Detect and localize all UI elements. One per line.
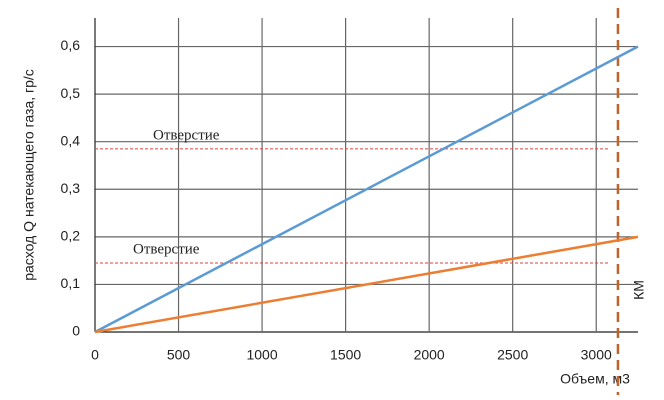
y-tick-label: 0 xyxy=(72,323,80,339)
y-tick-label: 0,2 xyxy=(61,228,81,244)
x-tick-label: 1500 xyxy=(330,347,361,363)
y-tick-label: 0,4 xyxy=(61,132,81,148)
x-axis-label: Объем, м3 xyxy=(560,371,630,387)
x-tick-label: 2000 xyxy=(414,347,445,363)
y-axis-label: расход Q натекающего газа, гр/с xyxy=(21,69,37,281)
x-tick-label: 1000 xyxy=(246,347,277,363)
x-tick-label: 0 xyxy=(91,347,99,363)
x-tick-label: 3000 xyxy=(581,347,612,363)
y-tick-label: 0,3 xyxy=(61,180,81,196)
reference-label: Отверстие xyxy=(153,127,220,143)
y-tick-label: 0,5 xyxy=(61,85,81,101)
data-line xyxy=(94,45,639,334)
reference-label: КМ xyxy=(631,280,647,300)
y-tick-label: 0,6 xyxy=(61,37,81,53)
data-line xyxy=(94,235,639,334)
x-tick-label: 2500 xyxy=(497,347,528,363)
x-tick-label: 500 xyxy=(167,347,191,363)
reference-label: Отверстие xyxy=(133,241,200,257)
y-tick-label: 0,1 xyxy=(61,275,81,291)
